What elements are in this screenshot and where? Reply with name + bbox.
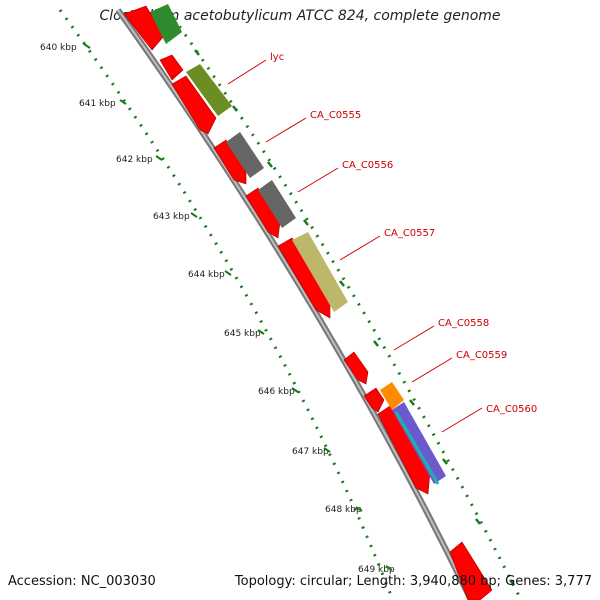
cds-arrow [245,187,281,239]
cds-arrow [363,387,385,413]
ruler-label: 641 kbp [79,99,116,109]
cds-features [123,5,493,600]
ruler-label: 649 kbp [358,565,395,575]
cds-arrow [449,541,493,600]
map-title: Clostridium acetobutylicum ATCC 824, com… [99,8,501,24]
gene-feature-ca-c0557 [292,232,348,312]
ruler-labels: 640 kbp 641 kbp 642 kbp 643 kbp 644 kbp … [40,43,395,575]
gene-feature-ca-c0556 [258,180,296,228]
gene-label: CA_C0556 [342,160,393,171]
gene-features [150,4,446,485]
outer-ticks [194,49,515,586]
cds-arrow [213,139,247,185]
ruler-label: 646 kbp [258,387,295,397]
gene-feature-ca-c0560 [392,402,446,484]
ruler-ticks [83,43,393,571]
gene-label: CA_C0560 [486,404,537,415]
ruler-label: 644 kbp [188,270,225,280]
accession-label: Accession: NC_003030 [8,574,156,589]
cds-arrow [171,75,217,135]
ruler-label: 648 kbp [325,505,362,515]
gene-label: lyc [270,52,284,63]
ruler-label: 643 kbp [153,212,190,222]
genome-backbone [115,8,473,600]
cds-arrow [377,405,431,495]
gene-feature-lyc [186,64,232,116]
gene-label: CA_C0557 [384,228,435,239]
ruler-label: 647 kbp [292,447,329,457]
gene-label: CA_C0555 [310,110,361,121]
ruler-label: 642 kbp [116,155,153,165]
gene-label: CA_C0559 [456,350,507,361]
cds-arrow [343,351,369,385]
gene-label: CA_C0558 [438,318,489,329]
genome-summary: Topology: circular; Length: 3,940,880 bp… [234,574,592,589]
ruler-label: 645 kbp [224,329,261,339]
gene-feature-ca-c0555 [226,132,264,178]
gene-labels: lyc CA_C0555 CA_C0556 CA_C0557 CA_C0558 … [270,52,537,415]
teal-stripe [394,411,440,485]
cds-arrow [277,237,331,319]
cds-arrow [159,54,184,81]
label-leaders [227,59,483,433]
ruler-label: 640 kbp [40,43,77,53]
gene-feature-ca-c0559 [380,382,404,410]
green-gene-feature [150,4,182,44]
